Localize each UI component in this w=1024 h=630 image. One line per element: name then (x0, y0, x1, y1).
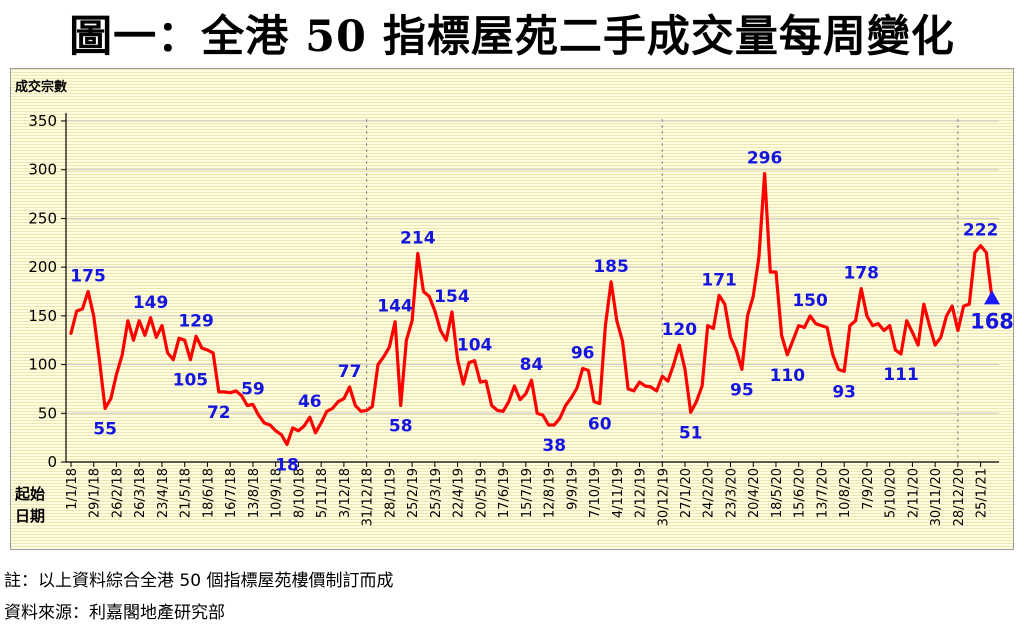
x-tick-label: 5/11/18 (315, 468, 330, 518)
x-tick-label: 25/2/19 (406, 468, 421, 518)
x-tick-label: 7/9/20 (861, 468, 876, 510)
data-label: 171 (701, 270, 737, 290)
y-tick-label: 250 (28, 209, 57, 227)
x-tick-label: 10/8/20 (838, 468, 853, 518)
x-tick-label: 26/3/18 (133, 468, 148, 518)
data-label: 120 (662, 320, 698, 340)
x-tick-label: 30/11/20 (929, 468, 944, 526)
data-label: 214 (400, 229, 436, 249)
data-label: 168 (970, 309, 1013, 333)
x-tick-label: 18/6/18 (201, 468, 216, 518)
data-label: 93 (832, 382, 856, 402)
data-label: 185 (593, 257, 629, 277)
line-chart: 成交宗數 0 50 100 150 200 250 300 350 1/1/18 29/1/18 26… (11, 69, 1013, 547)
x-tick-label: 13/7/20 (815, 468, 830, 518)
x-tick-label: 9/9/19 (565, 468, 580, 510)
series-line (69, 171, 994, 447)
x-tick-label: 1/1/18 (65, 468, 80, 510)
x-tick-label: 27/1/20 (679, 468, 694, 518)
data-label: 51 (679, 423, 703, 443)
x-tick-label: 7/10/19 (588, 468, 603, 518)
data-label: 60 (588, 415, 612, 435)
data-label: 95 (730, 380, 754, 400)
data-label: 46 (298, 392, 322, 412)
data-label: 59 (241, 380, 265, 400)
data-label: 175 (70, 267, 106, 287)
x-tick-label: 21/5/18 (179, 468, 194, 518)
y-axis-title: 成交宗數 (15, 79, 67, 95)
x-tick-label: 16/7/18 (224, 468, 239, 518)
data-label: 296 (747, 149, 783, 169)
x-tick-label: 23/4/18 (156, 468, 171, 518)
x-tick-label: 10/9/18 (270, 468, 285, 518)
x-tick-label: 2/11/20 (906, 468, 921, 518)
data-label: 129 (178, 311, 214, 331)
y-tick-label: 350 (28, 112, 57, 130)
data-label: 150 (792, 291, 828, 311)
y-tick-label: 300 (28, 161, 57, 179)
data-label: 178 (843, 264, 879, 284)
x-tick-label: 20/4/20 (747, 468, 762, 518)
x-tick-label: 12/8/19 (543, 468, 558, 518)
data-label: 111 (883, 365, 919, 385)
x-tick-label: 24/2/20 (702, 468, 717, 518)
x-tick-label: 29/1/18 (88, 468, 103, 518)
x-tick-label: 5/10/20 (884, 468, 899, 518)
y-tick-label: 100 (28, 356, 57, 374)
chart-note: 註：以上資料綜合全港 50 個指標屋苑樓價制訂而成 (4, 571, 394, 591)
x-tick-label: 20/5/19 (474, 468, 489, 518)
x-tick-label: 15/7/19 (520, 468, 535, 518)
data-label: 18 (275, 455, 299, 475)
data-label: 58 (389, 416, 413, 436)
data-label: 84 (520, 355, 544, 375)
chart-source: 資料來源：利嘉閣地產研究部 (4, 603, 225, 623)
data-label: 72 (207, 403, 231, 423)
data-label: 55 (93, 419, 117, 439)
x-tick-label: 30/12/19 (656, 468, 671, 526)
x-tick-label: 4/11/19 (611, 468, 626, 518)
x-tick-label: 13/8/18 (247, 468, 262, 518)
data-label: 105 (173, 371, 209, 391)
x-tick-label: 15/6/20 (793, 468, 808, 518)
x-axis-title: 起始 (14, 485, 45, 503)
x-tick-label: 28/12/20 (952, 468, 967, 526)
x-tick-label: 2/12/19 (634, 468, 649, 518)
data-label: 149 (133, 293, 169, 313)
y-tick-label: 150 (28, 307, 57, 325)
data-label: 77 (338, 362, 362, 382)
y-tick-label: 0 (47, 453, 57, 471)
data-label: 38 (542, 436, 566, 456)
data-label: 222 (963, 221, 999, 241)
x-tick-label: 22/4/19 (452, 468, 467, 518)
x-tick-label: 8/10/18 (292, 468, 307, 518)
x-tick-label: 25/3/19 (429, 468, 444, 518)
x-tick-label: 23/3/20 (724, 468, 739, 518)
last-point-marker (984, 290, 1000, 305)
chart-frame: 成交宗數 0 50 100 150 200 250 300 350 1/1/18 29/1/18 26… (10, 68, 1014, 550)
x-tick-label: 28/1/19 (383, 468, 398, 518)
data-label: 96 (571, 343, 595, 363)
x-tick-label: 17/6/19 (497, 468, 512, 518)
data-label: 110 (770, 366, 806, 386)
data-label: 154 (434, 287, 470, 307)
x-axis-title-line2: 日期 (15, 507, 45, 525)
page-title: 圖一：全港 50 指標屋苑二手成交量每周變化 (69, 12, 955, 62)
data-label: 104 (457, 336, 493, 356)
x-tick-label: 31/12/18 (361, 468, 376, 526)
x-tick-label: 25/1/21 (975, 468, 990, 518)
x-tick-label: 26/2/18 (110, 468, 125, 518)
y-tick-label: 200 (28, 258, 57, 276)
y-tick-label: 50 (38, 404, 57, 422)
x-tick-label: 3/12/18 (338, 468, 353, 518)
x-tick-label: 18/5/20 (770, 468, 785, 518)
data-label: 144 (377, 297, 413, 317)
